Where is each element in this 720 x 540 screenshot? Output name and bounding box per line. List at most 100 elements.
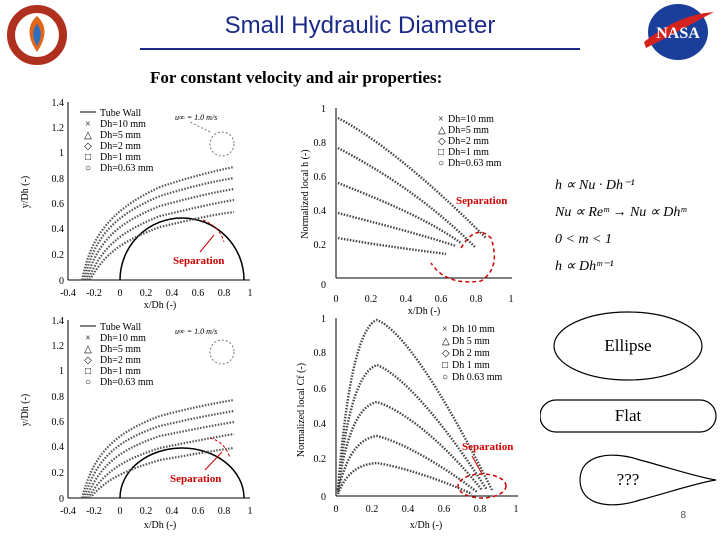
xtick: 0	[118, 288, 123, 299]
legend-item: Dh 0.63 mm	[452, 372, 503, 383]
legend-item: Dh=10 mm	[448, 114, 494, 125]
legend-item: Dh 1 mm	[452, 360, 490, 371]
legend-item: Dh=1 mm	[100, 152, 141, 163]
tube-wall	[119, 217, 245, 281]
profile-series	[80, 165, 235, 281]
legend-marker: △	[438, 125, 446, 136]
xtick: 0.8	[474, 504, 487, 515]
velocity-note: u∞ = 1.0 m/s	[175, 113, 217, 122]
legend-item: Dh=2 mm	[100, 141, 141, 152]
formula-nu-re: Nu ∝ Reᵐ → Nu ∝ Dhᵐ	[555, 205, 687, 220]
formula-h-nu: h ∝ Nu · Dh⁻¹	[555, 178, 635, 193]
legend-item: Dh=1 mm	[448, 147, 489, 158]
xtick: 1	[248, 288, 253, 299]
xtick: 0	[334, 294, 339, 305]
legend-item: Tube Wall	[100, 322, 141, 333]
xtick: -0.2	[86, 506, 102, 517]
center-logo	[4, 2, 70, 68]
separation-label: Separation	[462, 441, 513, 453]
y-axis-label: y/Dh (-)	[20, 176, 31, 209]
xtick: 1	[514, 504, 519, 515]
legend-item: Tube Wall	[100, 108, 141, 119]
ytick: 0	[59, 494, 64, 505]
ytick: 0.6	[52, 199, 65, 210]
xtick: 0.6	[192, 288, 205, 299]
x-axis-label: x/Dh (-)	[408, 306, 441, 316]
legend-item: Dh=1 mm	[100, 366, 141, 377]
plot-bottom-left: 1.4 1.2 1 0.8 0.6 0.4 0.2 0 -0.4 -0.2 0 …	[20, 316, 253, 531]
legend-item: Dh=0.63 mm	[100, 163, 154, 174]
ytick: 1.4	[52, 316, 65, 327]
ytick: 0.8	[52, 392, 65, 403]
x-axis-label: x/Dh (-)	[144, 520, 177, 531]
xtick: 0.2	[365, 294, 378, 305]
ytick: 0	[321, 492, 326, 503]
title-rule	[140, 48, 580, 50]
ytick: 0.2	[314, 454, 327, 465]
ytick: 0.4	[314, 206, 327, 217]
velocity-note: u∞ = 1.0 m/s	[175, 327, 217, 336]
y-axis-label: Normalized local Cf (-)	[296, 363, 307, 457]
legend-item: Dh=0.63 mm	[100, 377, 154, 388]
formula-block: h ∝ Nu · Dh⁻¹ Nu ∝ Reᵐ → Nu ∝ Dhᵐ 0 < m …	[555, 172, 715, 280]
legend-item: Dh=2 mm	[448, 136, 489, 147]
y-axis-label: y/Dh (-)	[20, 394, 31, 427]
xtick: -0.4	[60, 288, 76, 299]
ytick: 1.4	[52, 98, 65, 109]
legend-marker: □	[85, 152, 91, 163]
xtick: 0.6	[435, 294, 448, 305]
plot-top-left: 1.4 1.2 1 0.8 0.6 0.4 0.2 0 -0.4 -0.2 0 …	[20, 98, 253, 311]
ellipse-shape	[553, 311, 703, 381]
formula-h-dh: h ∝ Dhᵐ⁻¹	[555, 259, 614, 274]
nasa-logo: NASA	[640, 2, 716, 62]
separation-zone	[457, 473, 507, 499]
legend-marker: □	[442, 360, 448, 371]
legend-marker: ○	[442, 372, 448, 383]
legend-item: Dh=2 mm	[100, 355, 141, 366]
plot-bottom-right: 1 0.8 0.6 0.4 0.2 0 0 0.2 0.4 0.6 0.8 1 …	[296, 314, 519, 531]
legend-item: Dh=0.63 mm	[448, 158, 502, 169]
legend-marker: ○	[85, 163, 91, 174]
ytick: 0	[59, 276, 64, 287]
ytick: 0.2	[52, 250, 65, 261]
separation-zone	[430, 231, 496, 283]
ellipse-label: Ellipse	[604, 336, 652, 355]
xtick: 0	[118, 506, 123, 517]
y-axis-label: Normalized local h (-)	[300, 149, 311, 238]
xtick: 0.6	[438, 504, 451, 515]
legend: × Dh 10 mm △ Dh 5 mm ◇ Dh 2 mm □ Dh 1 mm…	[442, 324, 503, 383]
ytick: 1	[59, 148, 64, 159]
ytick: 0	[321, 280, 326, 291]
xtick: 0.6	[192, 506, 205, 517]
separation-arrow	[199, 234, 215, 253]
xtick: 0.2	[140, 288, 153, 299]
cf-series	[336, 318, 494, 496]
legend-marker: ×	[85, 333, 91, 344]
xtick: -0.2	[86, 288, 102, 299]
legend-marker: ○	[85, 377, 91, 388]
teardrop-shape	[579, 454, 717, 506]
legend: Tube Wall × Dh=10 mm △ Dh=5 mm ◇ Dh=2 mm…	[80, 108, 154, 174]
xtick: 0.2	[140, 506, 153, 517]
legend-marker: □	[85, 366, 91, 377]
x-axis-label: x/Dh (-)	[144, 300, 177, 311]
legend-marker: ×	[85, 119, 91, 130]
teardrop-label: ???	[616, 470, 640, 489]
profile-series	[80, 398, 235, 499]
ytick: 0.6	[314, 172, 327, 183]
ytick: 0.8	[314, 138, 327, 149]
plot-top-right: 1 0.8 0.6 0.4 0.2 0 0 0.2 0.4 0.6 0.8 1 …	[300, 104, 514, 316]
separation-zone	[209, 437, 231, 459]
xtick: 0.8	[470, 294, 483, 305]
xtick: 1	[509, 294, 514, 305]
page-number: 8	[680, 510, 686, 521]
flat-shape	[540, 399, 717, 433]
shape-diagrams	[540, 311, 717, 506]
xtick: -0.4	[60, 506, 76, 517]
ytick: 0.8	[314, 348, 327, 359]
legend-marker: ×	[442, 324, 448, 335]
legend-marker: △	[442, 336, 450, 347]
zoom-circle	[209, 339, 235, 365]
separation-arrow	[471, 455, 483, 475]
separation-label: Separation	[456, 195, 507, 207]
